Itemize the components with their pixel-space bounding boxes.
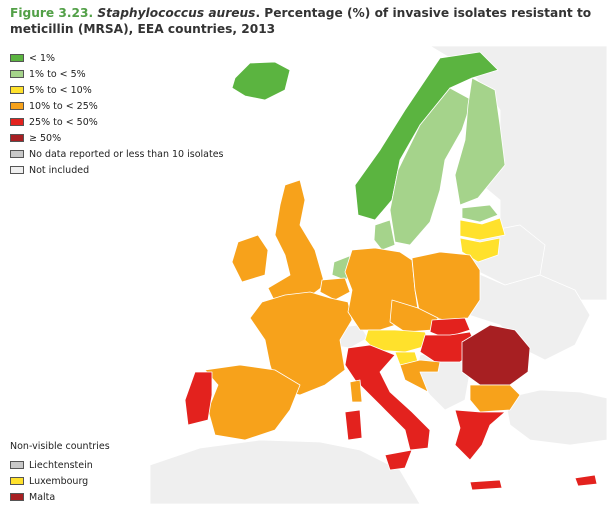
country-france (249, 291, 353, 396)
legend-label: 1% to < 5% (29, 68, 86, 80)
legend-swatch (10, 70, 24, 78)
legend-label: Malta (29, 491, 56, 503)
country-poland (411, 251, 481, 321)
country-portugal (184, 371, 213, 426)
legend-swatch (10, 166, 24, 174)
non-visible-legend: Liechtenstein Luxembourg Malta (10, 457, 93, 505)
legend-item: 1% to < 5% (10, 66, 224, 82)
legend-swatch (10, 118, 24, 126)
figure-species: Staphylococcus aureus (97, 6, 256, 20)
legend-label: 10% to < 25% (29, 100, 98, 112)
legend-label: 25% to < 50% (29, 116, 98, 128)
legend-label: No data reported or less than 10 isolate… (29, 148, 224, 160)
legend-item: < 1% (10, 50, 224, 66)
non-visible-countries-title: Non-visible countries (10, 441, 110, 452)
country-sardinia (344, 409, 363, 441)
legend-swatch (10, 86, 24, 94)
legend-label: Luxembourg (29, 475, 89, 487)
country-north-africa (149, 439, 421, 504)
country-latvia (459, 217, 506, 241)
country-belgium (319, 277, 351, 301)
figure-caption: . Percentage (%) of invasive isolates re… (10, 6, 592, 36)
legend: < 1% 1% to < 5% 5% to < 10% 10% to < 25% 25%… (10, 50, 224, 178)
legend-swatch (10, 493, 24, 501)
legend-item: 5% to < 10% (10, 82, 224, 98)
country-croatia (399, 359, 441, 393)
country-romania (461, 324, 531, 386)
legend-label: 5% to < 10% (29, 84, 92, 96)
country-greece (454, 409, 506, 461)
country-denmark (373, 219, 396, 251)
country-united-kingdom (267, 179, 326, 303)
non-visible-legend-item: Liechtenstein (10, 457, 93, 473)
country-sweden (389, 87, 473, 246)
legend-label: ≥ 50% (29, 132, 62, 144)
legend-label: Liechtenstein (29, 459, 93, 471)
legend-item: ≥ 50% (10, 130, 224, 146)
figure-number: Figure 3.23. (10, 6, 94, 20)
non-visible-legend-item: Malta (10, 489, 93, 505)
country-corsica (349, 379, 363, 403)
legend-swatch (10, 102, 24, 110)
legend-item: 10% to < 25% (10, 98, 224, 114)
country-ireland (231, 234, 269, 283)
country-iceland (231, 61, 291, 101)
country-crete (469, 479, 503, 491)
legend-item: Not included (10, 162, 224, 178)
country-finland (454, 77, 506, 206)
europe-map (149, 46, 607, 504)
country-sicily (384, 449, 413, 471)
background-land (149, 46, 607, 504)
country-cyprus (574, 474, 598, 487)
country-austria (364, 329, 431, 353)
country-turkey (504, 389, 607, 446)
legend-item: 25% to < 50% (10, 114, 224, 130)
legend-swatch (10, 150, 24, 158)
legend-swatch (10, 477, 24, 485)
country-bulgaria (469, 384, 521, 413)
legend-swatch (10, 54, 24, 62)
legend-label: Not included (29, 164, 90, 176)
eea-countries (184, 51, 598, 491)
non-visible-legend-item: Luxembourg (10, 473, 93, 489)
figure-title: Figure 3.23. Staphylococcus aureus. Perc… (10, 5, 605, 37)
legend-label: < 1% (29, 52, 56, 64)
country-spain (204, 364, 301, 441)
country-estonia (461, 204, 499, 223)
legend-item: No data reported or less than 10 isolate… (10, 146, 224, 162)
legend-swatch (10, 134, 24, 142)
legend-swatch (10, 461, 24, 469)
